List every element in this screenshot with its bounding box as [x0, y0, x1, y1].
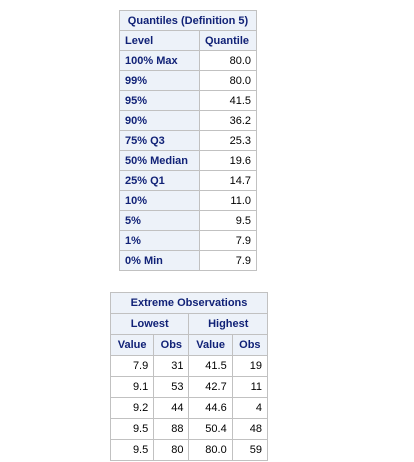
lowest-value: 9.5: [109, 439, 155, 461]
quantile-value: 14.7: [199, 170, 257, 191]
quantile-level: 99%: [119, 70, 200, 91]
quantile-row: 5% 9.5: [119, 210, 257, 231]
quantile-value: 7.9: [199, 250, 257, 271]
quantile-level: 1%: [119, 230, 200, 251]
extremes-title: Extreme Observations: [110, 292, 268, 314]
quantile-row: 1% 7.9: [119, 230, 257, 251]
extremes-group-row: Lowest Highest: [109, 313, 268, 335]
highest-group-header: Highest: [188, 313, 268, 335]
lowest-obs: 53: [153, 376, 190, 398]
quantile-row: 50% Median 19.6: [119, 150, 257, 171]
extremes-header-row: Value Obs Value Obs: [109, 334, 269, 356]
lowest-obs: 44: [153, 397, 190, 419]
quantile-row: 99% 80.0: [119, 70, 257, 91]
lowest-value: 9.5: [109, 418, 155, 440]
quantile-column-header: Quantile: [199, 30, 257, 51]
highest-obs: 59: [231, 439, 269, 461]
quantiles-title-row: Quantiles (Definition 5): [119, 10, 257, 31]
highest-obs: 4: [231, 397, 269, 419]
quantile-level: 100% Max: [119, 50, 200, 71]
lowest-value: 9.2: [109, 397, 155, 419]
quantile-row: 0% Min 7.9: [119, 250, 257, 271]
quantile-level: 90%: [119, 110, 200, 131]
quantile-level: 95%: [119, 90, 200, 111]
quantile-value: 80.0: [199, 70, 257, 91]
highest-value: 50.4: [188, 418, 233, 440]
extreme-row: 9.2 44 44.6 4: [109, 397, 269, 419]
quantile-row: 25% Q1 14.7: [119, 170, 257, 191]
highest-value-header: Value: [188, 334, 233, 356]
quantile-row: 75% Q3 25.3: [119, 130, 257, 151]
quantile-row: 95% 41.5: [119, 90, 257, 111]
lowest-obs: 88: [153, 418, 190, 440]
highest-obs-header: Obs: [231, 334, 269, 356]
extreme-observations-table: Extreme Observations Lowest Highest Valu…: [109, 292, 269, 461]
lowest-obs: 80: [153, 439, 190, 461]
lowest-value: 7.9: [109, 355, 155, 377]
lowest-obs-header: Obs: [153, 334, 190, 356]
quantile-level: 25% Q1: [119, 170, 200, 191]
lowest-value-header: Value: [109, 334, 155, 356]
quantile-value: 9.5: [199, 210, 257, 231]
quantile-level: 10%: [119, 190, 200, 211]
extremes-title-row: Extreme Observations: [110, 292, 268, 314]
quantile-value: 11.0: [199, 190, 257, 211]
quantile-row: 10% 11.0: [119, 190, 257, 211]
highest-obs: 19: [231, 355, 269, 377]
extreme-row: 9.5 88 50.4 48: [109, 418, 269, 440]
quantile-level: 75% Q3: [119, 130, 200, 151]
quantiles-title: Quantiles (Definition 5): [119, 10, 257, 31]
lowest-group-header: Lowest: [109, 313, 190, 335]
quantile-row: 100% Max 80.0: [119, 50, 257, 71]
highest-value: 44.6: [188, 397, 233, 419]
quantiles-header-row: Level Quantile: [119, 30, 257, 51]
highest-value: 41.5: [188, 355, 233, 377]
quantile-value: 36.2: [199, 110, 257, 131]
highest-obs: 11: [231, 376, 269, 398]
lowest-value: 9.1: [109, 376, 155, 398]
lowest-obs: 31: [153, 355, 190, 377]
highest-obs: 48: [231, 418, 269, 440]
quantile-value: 19.6: [199, 150, 257, 171]
extreme-row: 7.9 31 41.5 19: [109, 355, 269, 377]
quantile-value: 7.9: [199, 230, 257, 251]
quantile-value: 41.5: [199, 90, 257, 111]
quantile-value: 80.0: [199, 50, 257, 71]
quantile-value: 25.3: [199, 130, 257, 151]
quantile-level: 0% Min: [119, 250, 200, 271]
level-column-header: Level: [119, 30, 200, 51]
extreme-row: 9.1 53 42.7 11: [109, 376, 269, 398]
highest-value: 42.7: [188, 376, 233, 398]
quantile-level: 5%: [119, 210, 200, 231]
highest-value: 80.0: [188, 439, 233, 461]
extreme-row: 9.5 80 80.0 59: [109, 439, 269, 461]
quantile-level: 50% Median: [119, 150, 200, 171]
quantiles-table: Quantiles (Definition 5) Level Quantile …: [119, 10, 257, 271]
quantile-row: 90% 36.2: [119, 110, 257, 131]
